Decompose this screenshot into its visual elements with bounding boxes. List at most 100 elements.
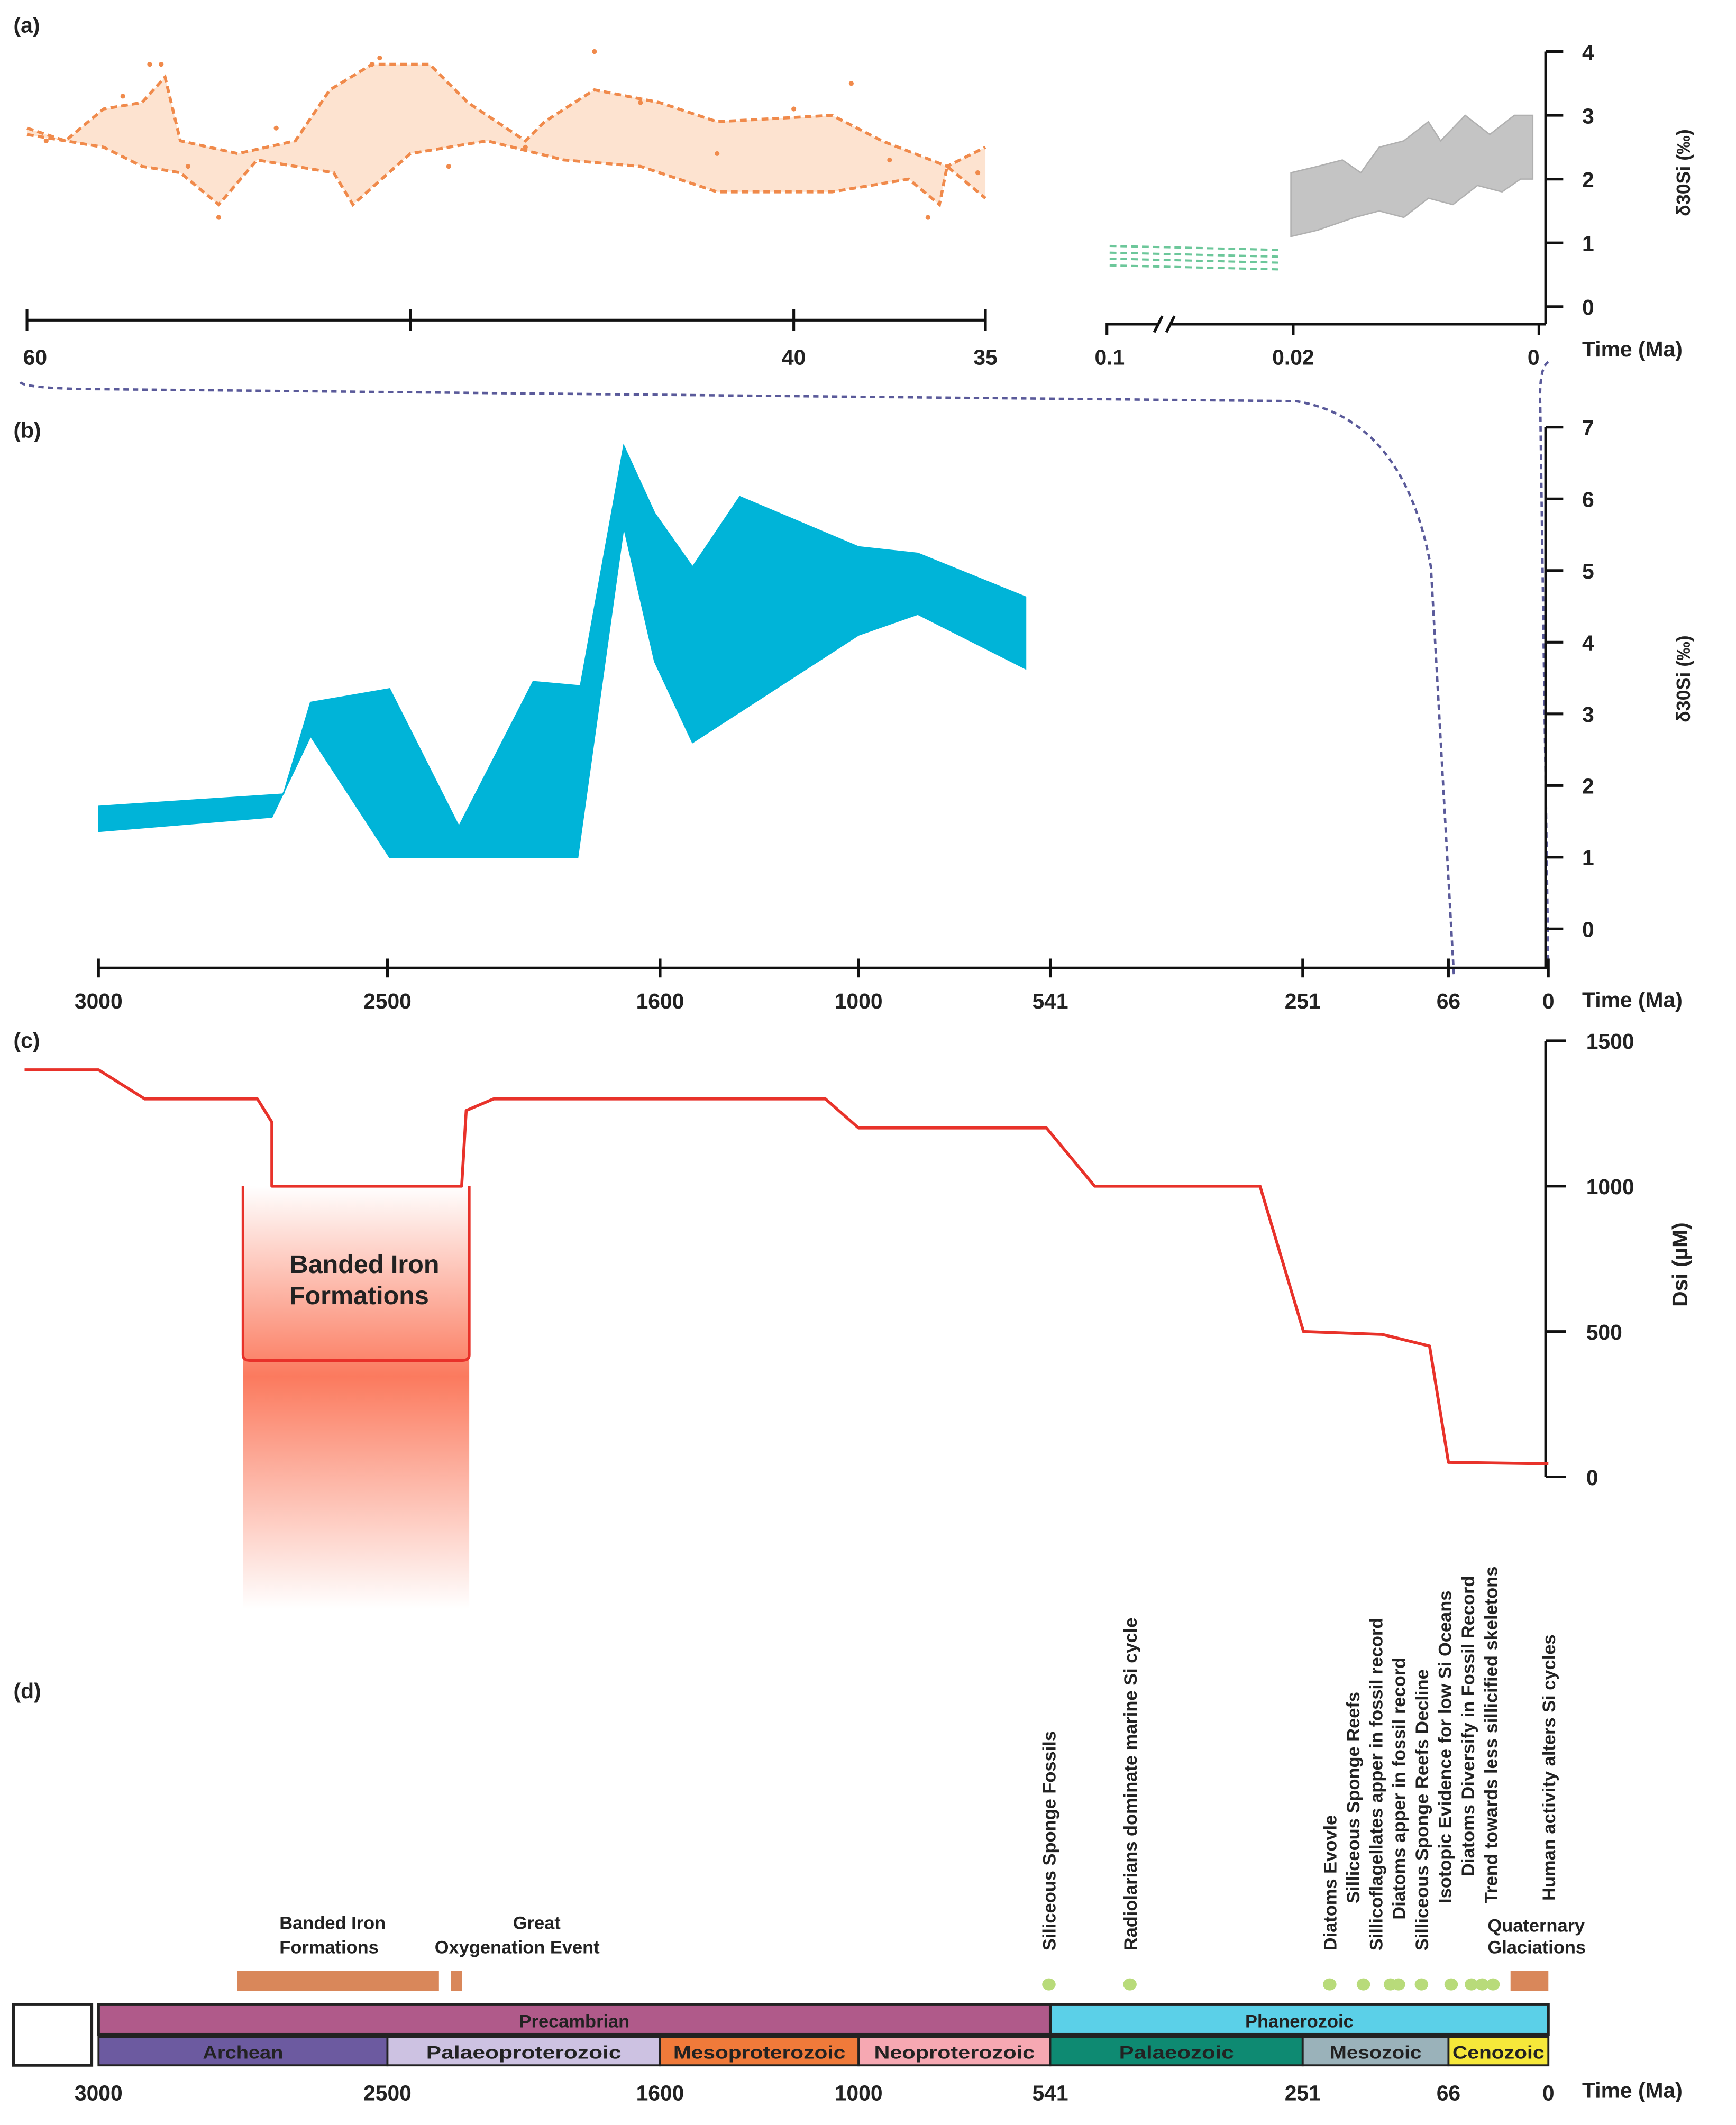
event-label: Siliceous Sponge Fossils (1040, 1731, 1060, 1950)
x-tick-label: 35 (973, 345, 997, 370)
bif-box-label-line2: Formations (289, 1281, 429, 1310)
x-tick-label: 0 (1542, 989, 1555, 1013)
era-label: Neoproterozoic (874, 2042, 1035, 2063)
x-tick-label: 66 (1437, 2081, 1460, 2105)
era-bar-archean (97, 2036, 389, 2067)
event-bar-label: Glaciations (1487, 1937, 1586, 1957)
data-point (848, 81, 854, 86)
panel-a-ylabel: δ30Si (‰) (1673, 129, 1694, 216)
y-tick-label: 6 (1582, 488, 1594, 512)
eon-label: Precambrian (519, 2012, 630, 2032)
event-bar-label: Quaternary (1487, 1916, 1585, 1936)
event-dot (1444, 1978, 1458, 1991)
y-tick-label: 500 (1586, 1320, 1622, 1344)
dsi-line (24, 1068, 1549, 1465)
eon-bar-phanerozoic (1048, 2003, 1550, 2036)
data-point (43, 138, 49, 143)
y-tick-label: 2 (1582, 168, 1594, 192)
green-band-line (1109, 257, 1281, 264)
era-bar-palaeozoic (1049, 2036, 1304, 2067)
era-label: Cenozoic (1452, 2042, 1545, 2063)
panel-c-label: (c) (14, 1028, 40, 1052)
y-tick-label: 3 (1582, 702, 1594, 727)
event-dot (1465, 1978, 1478, 1991)
timeline-blank (12, 2003, 94, 2067)
data-point (273, 125, 279, 131)
x-tick-label: 60 (23, 345, 47, 370)
zoom-connector-left (19, 381, 1455, 975)
panel-b-label: (b) (14, 418, 41, 442)
event-label: Radiolarians dominate marine Si cycle (1121, 1618, 1141, 1951)
x-tick-label: 1600 (636, 989, 684, 1013)
event-dot (1414, 1978, 1429, 1991)
green-band-line (1109, 264, 1281, 271)
event-label: Sillicoflagellates apper in fossil recor… (1366, 1618, 1386, 1951)
event-label: Human activity alters Si cycles (1539, 1634, 1559, 1900)
data-point (159, 62, 164, 67)
event-label: Silliceous Sponge Reefs Decline (1412, 1669, 1432, 1950)
event-label: Isotopic Evidence for low Si Oceans (1436, 1591, 1456, 1903)
x-tick-label: 1000 (835, 989, 883, 1013)
cyan-isotope-band (98, 443, 1027, 858)
data-point (216, 215, 222, 220)
event-label: Diatoms apper in fossil record (1390, 1657, 1410, 1920)
x-tick-label: 2500 (363, 2081, 412, 2105)
panel-d-xlabel: Time (Ma) (1582, 2078, 1683, 2102)
y-tick-label: 5 (1582, 559, 1594, 583)
era-label: Palaeozoic (1119, 2042, 1234, 2063)
event-bar-label: Formations (279, 1937, 379, 1957)
event-bar-label: Great (513, 1913, 561, 1933)
zoom-connector-right (1539, 361, 1550, 975)
x-tick-label: 0 (1528, 345, 1540, 370)
y-tick-label: 0 (1586, 1465, 1598, 1490)
panel-d-label: (d) (14, 1679, 41, 1703)
y-tick-label: 1 (1582, 846, 1594, 870)
data-point (523, 144, 528, 150)
panel-c-ylabel: Dsi (µM) (1668, 1222, 1692, 1307)
x-tick-label: 1000 (835, 2081, 883, 2105)
x-tick-label: 541 (1032, 989, 1068, 1013)
data-point (791, 106, 797, 112)
panel-b-ylabel: δ30Si (‰) (1673, 635, 1694, 722)
event-dot (1123, 1978, 1137, 1991)
panel-a-label: (a) (14, 13, 40, 38)
event-dot (1392, 1978, 1405, 1991)
event-bar (1510, 1971, 1549, 1991)
era-label: Mesozoic (1330, 2042, 1422, 2063)
era-label: Palaeoproterozoic (426, 2042, 622, 2063)
orange-band-fill (27, 64, 986, 205)
x-tick-label: 66 (1437, 989, 1460, 1013)
era-label: Mesoproterozoic (673, 2042, 845, 2063)
era-label: Archean (203, 2042, 283, 2063)
y-tick-label: 2 (1582, 774, 1594, 799)
x-tick-label: 0 (1542, 2081, 1555, 2105)
data-point (715, 151, 720, 157)
eon-label: Phanerozoic (1245, 2012, 1354, 2032)
x-tick-label: 0.1 (1094, 345, 1125, 370)
era-bar-mesoproterozoic (659, 2036, 860, 2067)
event-label: Silliceous Sponge Reefs (1344, 1692, 1364, 1903)
x-tick-label: 541 (1032, 2081, 1068, 2105)
panel-b-xlabel: Time (Ma) (1582, 987, 1683, 1012)
x-tick-label: 2500 (363, 989, 412, 1013)
event-label: Diatoms Evovle (1321, 1815, 1341, 1950)
x-tick-label: 3000 (75, 2081, 123, 2105)
event-bar (237, 1971, 439, 1991)
y-tick-label: 7 (1582, 416, 1594, 440)
bif-gradient-box (243, 1186, 470, 1609)
x-tick-label: 40 (782, 345, 806, 370)
data-point (925, 215, 930, 220)
data-point (369, 62, 374, 67)
panel-a-x-axis-right (1105, 315, 1546, 335)
event-bar (451, 1971, 462, 1991)
green-band-line (1109, 251, 1281, 258)
data-point (638, 100, 643, 105)
event-dot (1486, 1978, 1500, 1991)
y-tick-label: 0 (1582, 918, 1594, 942)
y-tick-label: 4 (1582, 40, 1594, 65)
y-tick-label: 4 (1582, 631, 1594, 655)
data-point (185, 163, 191, 169)
event-bar-label: Oxygenation Event (435, 1937, 600, 1957)
era-bar-mesozoic (1301, 2036, 1450, 2067)
